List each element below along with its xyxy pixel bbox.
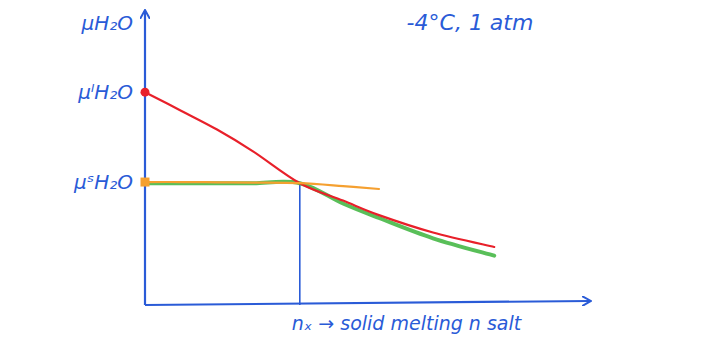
x-axis-label: nₓ → solid melting n salt — [292, 312, 523, 334]
y-axis-label: μH₂O — [80, 11, 133, 35]
title: -4°C, 1 atm — [407, 10, 534, 35]
start-marker — [141, 178, 150, 187]
series-label: μˡH₂O — [77, 80, 133, 104]
series-line — [145, 182, 379, 189]
plot-lines — [145, 92, 494, 256]
series-label: μˢH₂O — [73, 170, 133, 194]
x-axis — [145, 301, 590, 305]
start-marker — [141, 88, 150, 97]
chart: μˡH₂O μˢH₂O -4°C, 1 atm μH₂O nₓ → solid melt… — [0, 0, 715, 343]
series-line — [145, 92, 494, 247]
intersection-line — [299, 183, 301, 305]
y-axis — [144, 11, 146, 305]
